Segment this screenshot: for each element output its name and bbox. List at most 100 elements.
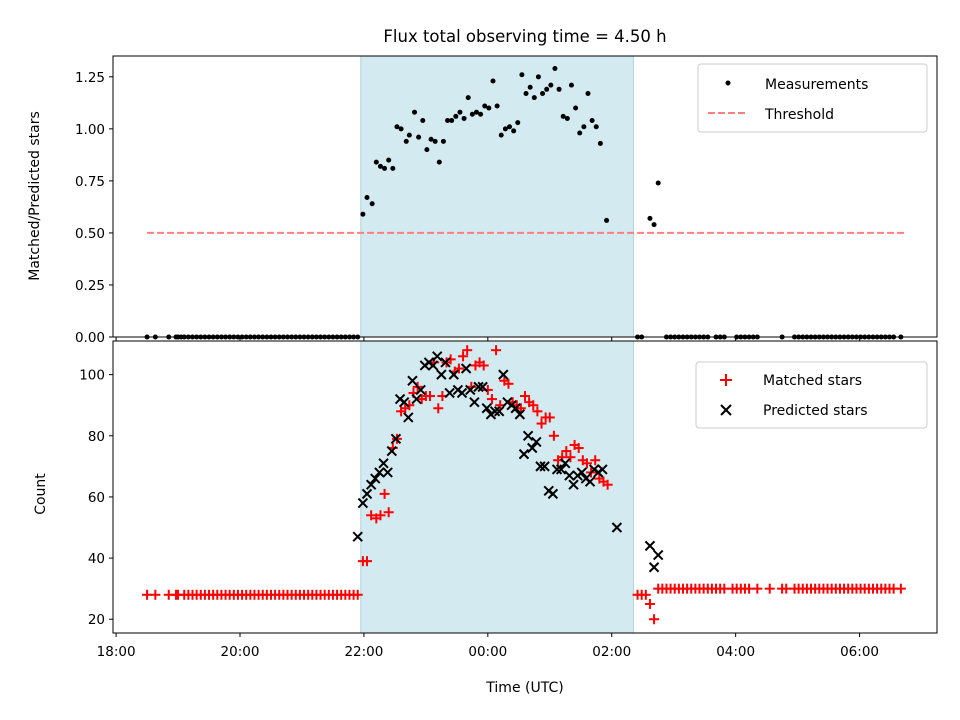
predicted-star-point (352, 531, 363, 542)
bottom-y-tick-label: 80 (88, 429, 105, 445)
predicted-star-point (403, 412, 414, 423)
measurement-point (568, 82, 574, 88)
top-y-tick-label: 1.25 (75, 70, 105, 86)
predicted-star-point (432, 351, 443, 362)
matched-star-point (548, 430, 559, 441)
predicted-star-stroke-b (465, 384, 476, 396)
predicted-star-stroke-b (427, 360, 439, 371)
measurement-point (457, 109, 463, 115)
predicted-star-stroke-b (564, 470, 575, 481)
measurement-point (490, 78, 496, 84)
x-tick-label: 20:00 (221, 644, 260, 660)
predicted-star-stroke-b (555, 464, 567, 475)
bottom-panel: 20 40 60 80 100 18:00 20:00 22:00 00:00 02:00 04:… (33, 340, 938, 696)
matched-star-point (640, 589, 651, 600)
predicted-star-stroke-b (357, 497, 369, 509)
matched-star-point (644, 598, 655, 609)
predicted-star-stroke-b (460, 363, 472, 374)
predicted-star-point (465, 384, 476, 396)
predicted-star-stroke-b (597, 464, 608, 475)
predicted-star-point (361, 488, 373, 500)
measurement-point (406, 132, 412, 138)
matched-star-point (366, 510, 377, 521)
predicted-star-point (436, 369, 447, 380)
predicted-star-stroke-b (493, 406, 505, 417)
predicted-star-point (427, 360, 439, 371)
predicted-star-stroke-b (444, 387, 455, 399)
measurement-point (597, 140, 603, 146)
matched-star-point (764, 583, 775, 594)
predicted-star-point (374, 467, 385, 478)
predicted-star-stroke-b (361, 488, 373, 500)
bottom-axes-frame (112, 340, 938, 634)
predicted-star-point (498, 369, 509, 380)
measurement-point (416, 134, 422, 140)
legend-predicted-label: Predicted stars (763, 403, 868, 419)
measurement-point (527, 84, 533, 90)
predicted-star-point (518, 448, 530, 460)
top-y-tick-label: 0.50 (75, 226, 105, 242)
measurement-point (373, 159, 379, 165)
predicted-star-point (411, 393, 422, 405)
predicted-star-stroke-b (456, 387, 468, 399)
measurement-point (465, 95, 471, 101)
predicted-star-point (493, 406, 505, 417)
matched-star-point (515, 403, 526, 414)
matched-star-point (590, 455, 601, 466)
predicted-star-point (611, 522, 623, 533)
measurement-point (494, 103, 500, 109)
top-y-tick-label: 1.00 (75, 122, 105, 138)
measurement-point (519, 72, 525, 78)
predicted-star-point (448, 369, 459, 380)
predicted-star-stroke-b (432, 351, 443, 362)
bottom-y-axis-label: Count (33, 473, 49, 515)
chart-title: Flux total observing time = 4.50 h (383, 27, 666, 46)
matched-star-point (503, 378, 514, 389)
predicted-star-point (365, 479, 377, 490)
predicted-star-point (440, 357, 451, 368)
measurement-point (473, 109, 479, 115)
predicted-star-stroke-b (584, 476, 596, 487)
measurement-point (369, 201, 375, 207)
measurement-point (573, 105, 579, 111)
predicted-star-point (648, 562, 660, 573)
predicted-star-point (469, 396, 480, 408)
measurement-point (544, 86, 550, 92)
predicted-star-stroke-b (390, 433, 402, 445)
measurement-point (523, 90, 529, 96)
bottom-y-axis: 20 40 60 80 100 (79, 368, 113, 628)
predicted-star-stroke-b (477, 381, 488, 393)
x-tick-label: 22:00 (344, 644, 383, 660)
measurement-point (498, 132, 504, 138)
measurement-point (486, 105, 492, 111)
predicted-star-point (398, 396, 410, 408)
predicted-star-point (510, 403, 521, 414)
measurement-point (548, 82, 554, 88)
bottom-legend: Matched stars Predicted stars (695, 361, 928, 429)
predicted-star-stroke-b (535, 461, 546, 472)
x-tick-label: 02:00 (592, 644, 631, 660)
measurement-point (507, 124, 513, 130)
top-y-axis-label: Matched/Predicted stars (27, 111, 43, 281)
measurement-point (651, 222, 657, 228)
predicted-star-stroke-b (448, 369, 459, 380)
predicted-stars-points (352, 351, 664, 573)
measurement-point (556, 86, 562, 92)
predicted-star-stroke-b (489, 406, 501, 417)
predicted-star-stroke-b (510, 403, 521, 414)
bottom-x-axis: 18:00 20:00 22:00 00:00 02:00 04:00 06:00 (97, 633, 879, 660)
top-y-tick-label: 0.00 (75, 330, 105, 346)
predicted-star-point (473, 381, 484, 393)
top-y-tick-label: 0.25 (75, 278, 105, 294)
matched-star-point (602, 479, 613, 490)
predicted-star-stroke-b (382, 467, 393, 478)
measurement-point (420, 118, 426, 124)
measurement-point (436, 159, 442, 165)
measurement-point (564, 115, 570, 121)
matched-star-point (561, 446, 572, 457)
measurement-point (360, 211, 366, 217)
predicted-star-stroke-b (481, 403, 493, 414)
top-legend-box (697, 63, 928, 133)
predicted-star-stroke-b (518, 448, 530, 460)
bottom-y-tick-label: 100 (79, 368, 105, 384)
